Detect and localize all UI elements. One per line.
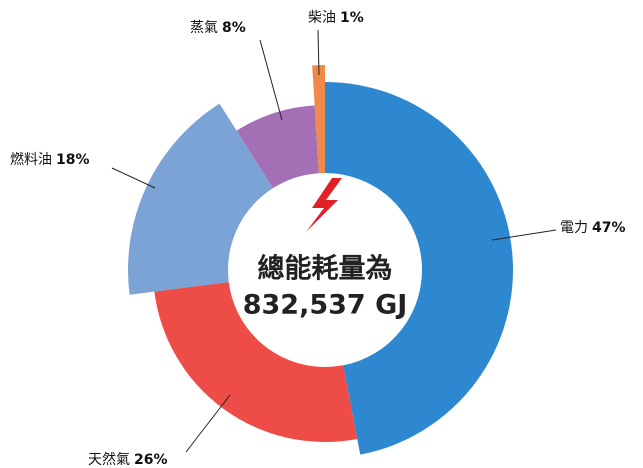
leader-line xyxy=(259,39,283,121)
percent-label: 18% xyxy=(56,152,90,168)
category-name: 天然氣 xyxy=(88,451,130,468)
percent-label: 26% xyxy=(134,452,168,468)
category-name: 柴油 xyxy=(308,10,336,26)
center-total: 832,537 GJ xyxy=(243,290,408,321)
slice-label: 天然氣 26% xyxy=(88,451,168,468)
donut-slice xyxy=(325,82,514,455)
percent-label: 1% xyxy=(340,10,364,26)
leader-line xyxy=(491,229,557,241)
donut-slice xyxy=(128,103,274,295)
slice-label: 燃料油 18% xyxy=(10,151,90,168)
leader-line xyxy=(317,29,320,76)
slice-label: 電力 47% xyxy=(560,220,626,236)
donut-slice xyxy=(236,105,319,189)
slice-label: 蒸氣 8% xyxy=(190,20,246,36)
percent-label: 47% xyxy=(592,220,626,236)
category-name: 燃料油 xyxy=(10,151,52,168)
category-name: 電力 xyxy=(560,220,588,236)
center-title: 總能耗量為 xyxy=(258,253,393,285)
donut-slice xyxy=(154,282,358,442)
donut-slice xyxy=(312,65,325,174)
lightning-icon xyxy=(306,178,342,232)
category-name: 蒸氣 xyxy=(190,20,218,36)
slice-label: 柴油 1% xyxy=(308,10,364,26)
leader-line xyxy=(185,394,231,453)
percent-label: 8% xyxy=(222,20,246,36)
leader-line xyxy=(111,167,156,189)
